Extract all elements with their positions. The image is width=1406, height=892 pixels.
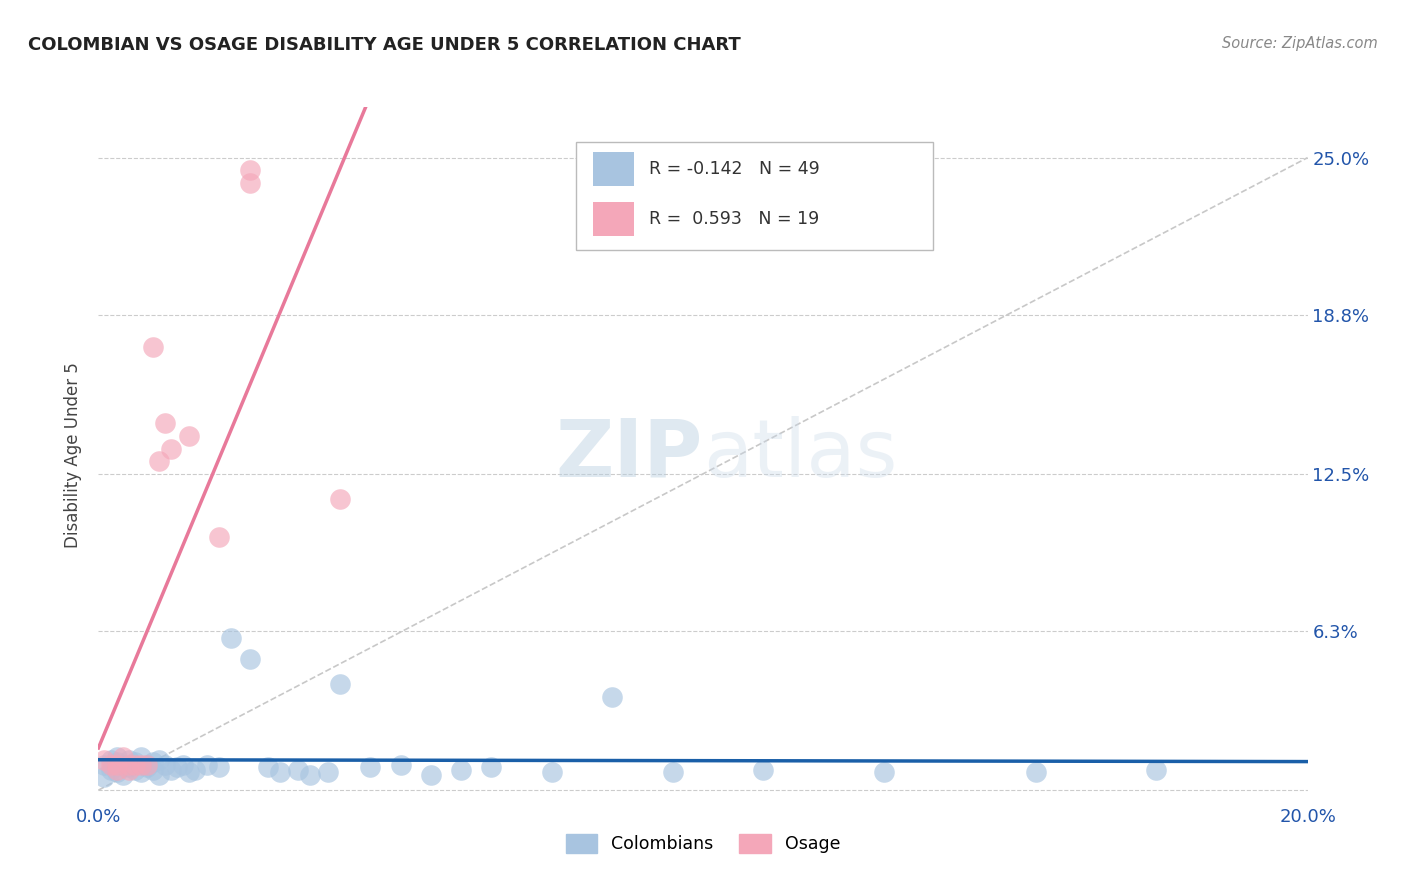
Point — [389, 757, 412, 772]
Point — [100, 763, 122, 777]
Point — [105, 765, 128, 780]
Point — [221, 632, 243, 646]
FancyBboxPatch shape — [593, 202, 634, 235]
FancyBboxPatch shape — [593, 153, 634, 186]
FancyBboxPatch shape — [576, 142, 932, 250]
Point — [153, 417, 176, 431]
Point — [661, 765, 683, 780]
Point — [239, 651, 262, 665]
Point — [142, 756, 165, 770]
Point — [111, 757, 134, 772]
Point — [148, 768, 170, 782]
Point — [124, 756, 146, 770]
Point — [118, 753, 141, 767]
Point — [118, 763, 141, 777]
Point — [105, 757, 128, 772]
Point — [287, 763, 309, 777]
Point — [148, 454, 170, 468]
Point — [239, 163, 262, 178]
Point — [752, 763, 775, 777]
Point — [118, 760, 141, 774]
Point — [208, 530, 231, 544]
Point — [450, 763, 472, 777]
Point — [873, 765, 896, 780]
Point — [256, 760, 278, 774]
Text: R =  0.593   N = 19: R = 0.593 N = 19 — [648, 210, 818, 228]
Point — [329, 492, 352, 507]
Point — [105, 763, 128, 777]
Text: COLOMBIAN VS OSAGE DISABILITY AGE UNDER 5 CORRELATION CHART: COLOMBIAN VS OSAGE DISABILITY AGE UNDER … — [28, 36, 741, 54]
Point — [142, 340, 165, 354]
Point — [160, 442, 183, 456]
Point — [153, 757, 176, 772]
Point — [540, 765, 562, 780]
Point — [129, 757, 152, 772]
Point — [135, 757, 157, 772]
Point — [329, 677, 352, 691]
Y-axis label: Disability Age Under 5: Disability Age Under 5 — [65, 362, 83, 548]
Point — [1024, 765, 1046, 780]
Point — [129, 750, 152, 764]
Point — [100, 753, 122, 767]
Point — [299, 768, 322, 782]
Point — [93, 753, 115, 767]
Point — [166, 760, 188, 774]
Point — [184, 763, 207, 777]
Point — [100, 757, 122, 772]
Point — [118, 757, 141, 772]
Point — [93, 757, 115, 772]
Point — [1144, 763, 1167, 777]
Text: R = -0.142   N = 49: R = -0.142 N = 49 — [648, 160, 820, 178]
Point — [179, 765, 201, 780]
Point — [602, 690, 624, 704]
Point — [111, 750, 134, 764]
Text: ZIP: ZIP — [555, 416, 703, 494]
Point — [316, 765, 339, 780]
Point — [208, 760, 231, 774]
Point — [142, 763, 165, 777]
Text: atlas: atlas — [703, 416, 897, 494]
Point — [420, 768, 443, 782]
Point — [135, 757, 157, 772]
Text: Source: ZipAtlas.com: Source: ZipAtlas.com — [1222, 36, 1378, 51]
Point — [481, 760, 503, 774]
Point — [172, 757, 194, 772]
Point — [93, 771, 115, 785]
Point — [160, 763, 183, 777]
Point — [105, 750, 128, 764]
Point — [124, 763, 146, 777]
Point — [360, 760, 382, 774]
Legend: Colombians, Osage: Colombians, Osage — [560, 827, 846, 860]
Point — [129, 765, 152, 780]
Point — [105, 756, 128, 770]
Point — [111, 768, 134, 782]
Point — [269, 765, 291, 780]
Point — [239, 176, 262, 190]
Point — [135, 760, 157, 774]
Point — [124, 757, 146, 772]
Point — [195, 757, 218, 772]
Point — [179, 429, 201, 443]
Point — [148, 753, 170, 767]
